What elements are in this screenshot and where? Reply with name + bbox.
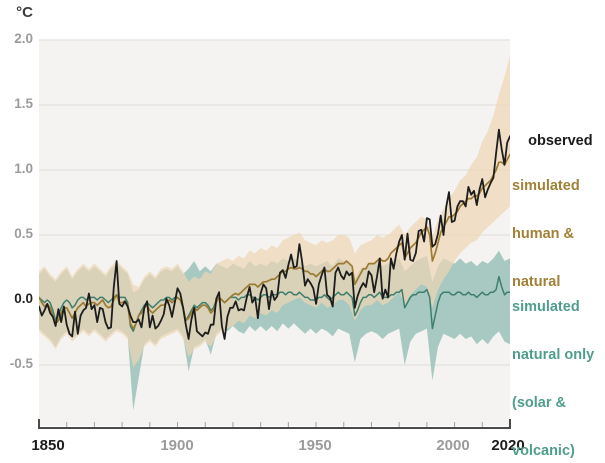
y-tick-label-0.5: 0.5	[14, 226, 33, 241]
x-tick-label-1900: 1900	[160, 437, 194, 454]
x-tick-label-2000: 2000	[436, 437, 470, 454]
legend-human-natural-line3: natural	[512, 274, 561, 290]
legend-natural-only-line3: (solar &	[512, 395, 566, 411]
y-tick-label-1.0: 1.0	[14, 161, 33, 176]
y-tick-label-0.0: 0.0	[14, 291, 33, 306]
x-tick-label-1950: 1950	[298, 437, 332, 454]
legend-natural-only-line4: volcanic)	[512, 443, 575, 459]
legend-human-natural: simulated human & natural	[512, 146, 580, 322]
legend-natural-only-line2: natural only	[512, 347, 595, 363]
legend-human-natural-line1: simulated	[512, 178, 580, 194]
y-tick-label-neg0.5: -0.5	[9, 356, 33, 371]
x-tick-label-2020: 2020	[491, 437, 525, 454]
legend-observed: observed	[512, 117, 593, 165]
uncertainty-band	[39, 55, 510, 368]
legend-human-natural-line2: human &	[512, 226, 575, 242]
series-line	[39, 153, 510, 330]
legend-natural-only: simulated natural only (solar & volcanic…	[512, 267, 594, 463]
legend-natural-only-line1: simulated	[512, 299, 580, 315]
x-tick-label-1850: 1850	[31, 437, 65, 454]
y-tick-label-1.5: 1.5	[14, 96, 33, 111]
legend-observed-label: observed	[528, 133, 593, 149]
series-line	[39, 128, 510, 340]
y-tick-label-2.0: 2.0	[14, 31, 33, 46]
y-axis-unit-label: °C	[16, 4, 33, 21]
